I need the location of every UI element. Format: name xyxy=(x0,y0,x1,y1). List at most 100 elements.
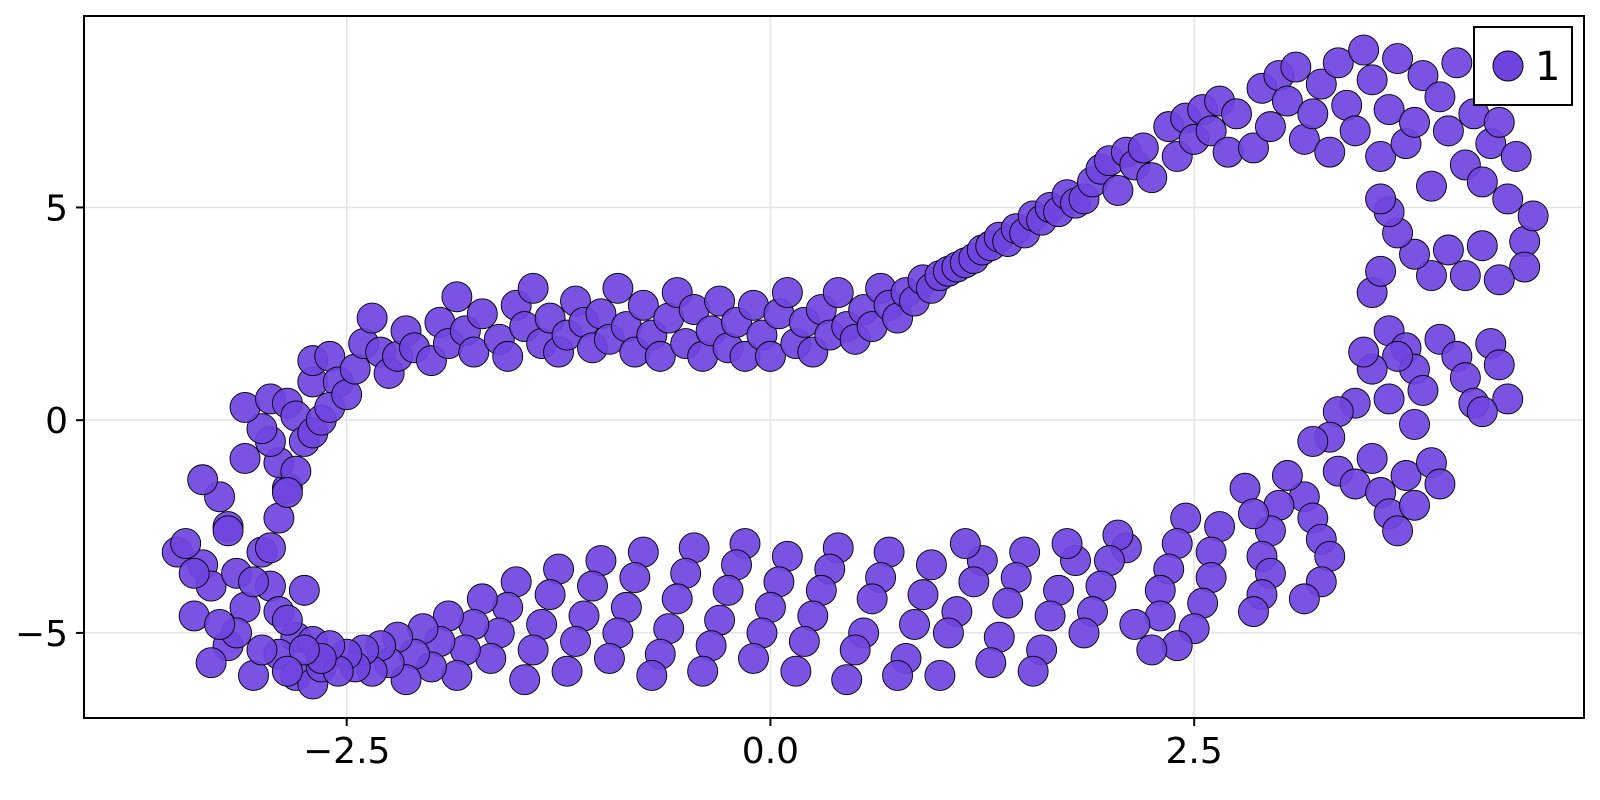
data-point xyxy=(1322,47,1354,79)
data-point xyxy=(1399,238,1430,270)
data-point xyxy=(1271,85,1303,117)
legend-label: 1 xyxy=(1535,44,1560,90)
data-point xyxy=(1127,132,1159,164)
data-point xyxy=(1407,60,1439,92)
data-point xyxy=(1492,383,1524,415)
data-point xyxy=(916,549,947,581)
data-point xyxy=(738,642,769,674)
data-point xyxy=(1399,489,1430,521)
data-point xyxy=(1483,349,1515,381)
data-point xyxy=(1238,596,1269,628)
data-point xyxy=(441,281,473,313)
data-point xyxy=(1305,68,1337,100)
data-point xyxy=(1314,136,1346,168)
data-point xyxy=(1288,583,1320,615)
data-point xyxy=(1195,115,1227,147)
data-point xyxy=(1280,51,1312,83)
data-point xyxy=(1382,43,1414,74)
data-point xyxy=(1051,528,1083,560)
data-point xyxy=(1271,460,1303,491)
data-point xyxy=(1432,115,1464,147)
data-point xyxy=(627,289,659,321)
data-point xyxy=(271,655,303,687)
data-point xyxy=(246,634,278,666)
data-point xyxy=(1399,106,1430,138)
data-point xyxy=(551,655,583,687)
data-point xyxy=(204,608,236,640)
data-point xyxy=(1017,655,1049,687)
data-point xyxy=(1382,340,1414,372)
data-point xyxy=(1407,374,1439,406)
data-point xyxy=(1238,132,1269,164)
data-point xyxy=(271,477,303,508)
data-point xyxy=(831,664,863,696)
data-point xyxy=(170,528,202,560)
data-point xyxy=(271,604,303,636)
data-point xyxy=(1348,336,1380,368)
data-point xyxy=(1365,140,1397,172)
data-point xyxy=(1254,111,1286,143)
data-point xyxy=(704,285,736,317)
data-point xyxy=(1373,383,1405,415)
data-point xyxy=(754,340,786,372)
data-point xyxy=(1500,140,1532,172)
data-point xyxy=(212,515,244,547)
data-point xyxy=(1399,408,1430,440)
data-point xyxy=(229,443,261,474)
data-point xyxy=(238,566,269,598)
data-point xyxy=(1441,47,1473,79)
data-point xyxy=(288,634,320,666)
data-point xyxy=(178,557,210,589)
data-point xyxy=(1416,170,1447,202)
data-point xyxy=(771,277,803,308)
data-point xyxy=(1136,162,1168,194)
data-point xyxy=(661,583,693,615)
y-axis-ticks: −5 0 5 xyxy=(15,188,84,655)
data-point xyxy=(1238,498,1269,530)
data-point xyxy=(1034,600,1066,632)
data-point xyxy=(1356,64,1388,96)
data-point xyxy=(1297,98,1329,130)
data-point xyxy=(822,277,854,308)
data-point xyxy=(924,660,956,691)
data-point xyxy=(1373,94,1405,126)
data-point xyxy=(975,647,1007,679)
data-point xyxy=(1483,106,1515,138)
data-point xyxy=(1466,396,1498,428)
data-point xyxy=(560,625,591,657)
data-point xyxy=(1466,166,1498,198)
data-point xyxy=(932,617,964,649)
data-point xyxy=(1339,115,1371,147)
data-point xyxy=(1424,81,1456,113)
data-point xyxy=(949,528,981,560)
data-point xyxy=(644,340,676,372)
data-point xyxy=(195,647,227,679)
data-point xyxy=(1297,426,1329,457)
data-point xyxy=(1492,183,1524,215)
data-point xyxy=(246,413,278,445)
data-point xyxy=(1136,634,1168,666)
data-point xyxy=(356,302,388,334)
data-point xyxy=(712,574,744,606)
data-point xyxy=(788,625,820,657)
plot-frame xyxy=(83,15,1585,719)
x-tick-label: 0.0 xyxy=(742,731,799,772)
data-point xyxy=(602,272,634,304)
data-point xyxy=(1365,255,1397,287)
data-point xyxy=(636,660,668,691)
data-point xyxy=(1517,200,1549,232)
data-point xyxy=(1432,234,1464,266)
data-point xyxy=(882,660,914,691)
y-tick-label: 0 xyxy=(45,401,68,442)
data-point xyxy=(254,532,286,564)
data-point xyxy=(492,340,524,372)
data-point xyxy=(509,664,541,696)
data-point xyxy=(1416,260,1447,291)
x-axis-ticks: −2.5 0.0 2.5 xyxy=(303,718,1223,772)
data-point xyxy=(1390,460,1422,491)
data-point xyxy=(288,574,320,606)
data-point xyxy=(1365,183,1397,215)
data-point xyxy=(907,579,939,611)
legend-marker xyxy=(1492,50,1524,82)
data-point xyxy=(687,655,719,687)
